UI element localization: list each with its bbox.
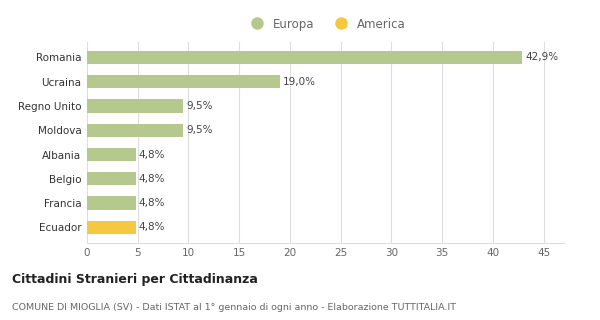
Text: 42,9%: 42,9% [526, 52, 559, 62]
Bar [87, 99, 184, 113]
Bar [87, 51, 523, 64]
Bar [87, 221, 136, 234]
Text: 19,0%: 19,0% [283, 77, 316, 87]
Text: Cittadini Stranieri per Cittadinanza: Cittadini Stranieri per Cittadinanza [12, 273, 258, 286]
Text: 4,8%: 4,8% [139, 174, 165, 184]
Text: 4,8%: 4,8% [139, 149, 165, 160]
Text: 9,5%: 9,5% [187, 101, 213, 111]
Bar [87, 124, 184, 137]
Bar [87, 196, 136, 210]
Bar [87, 148, 136, 161]
Bar [87, 75, 280, 88]
Text: COMUNE DI MIOGLIA (SV) - Dati ISTAT al 1° gennaio di ogni anno - Elaborazione TU: COMUNE DI MIOGLIA (SV) - Dati ISTAT al 1… [12, 303, 456, 312]
Legend: Europa, America: Europa, America [242, 15, 409, 33]
Text: 9,5%: 9,5% [187, 125, 213, 135]
Bar [87, 172, 136, 186]
Text: 4,8%: 4,8% [139, 222, 165, 232]
Text: 4,8%: 4,8% [139, 198, 165, 208]
